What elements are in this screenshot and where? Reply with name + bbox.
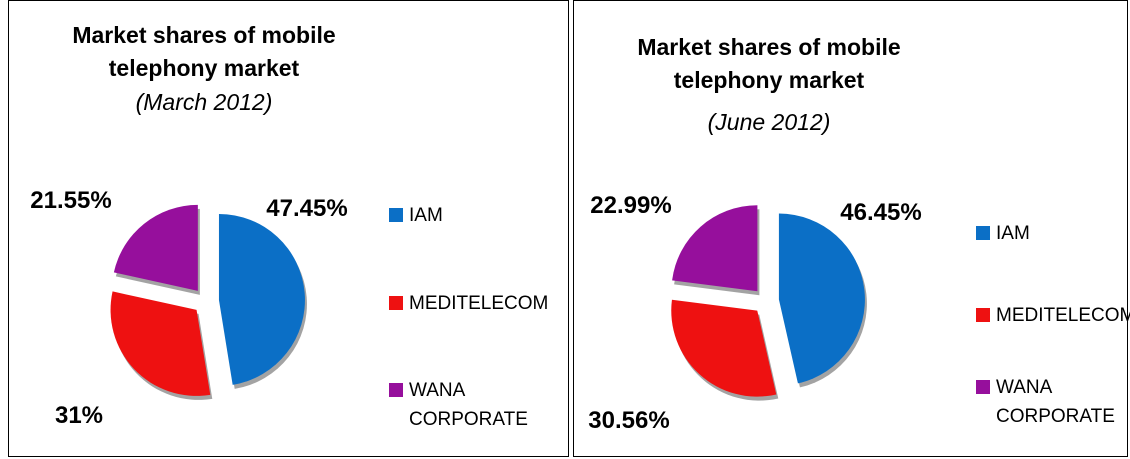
legend-swatch	[976, 226, 990, 240]
chart-title: Market shares of mobile telephony market	[72, 22, 336, 81]
legend-item: WANA CORPORATE	[389, 376, 584, 434]
slice	[110, 291, 211, 396]
legend-label: IAM	[996, 223, 1030, 244]
data-label: 21.55%	[30, 187, 112, 214]
legend-label: WANA CORPORATE	[996, 377, 1115, 427]
chart-subtitle: (June 2012)	[707, 109, 831, 135]
slice	[113, 204, 198, 291]
legend-swatch	[976, 380, 990, 394]
legend-label: IAM	[409, 205, 443, 226]
legend-swatch	[389, 383, 403, 397]
legend-label: MEDITELECOM	[409, 293, 549, 314]
data-label: 30.56%	[588, 407, 670, 434]
data-label: 22.99%	[590, 192, 672, 219]
legend-label: MEDITELECOM	[996, 305, 1130, 326]
data-label: 31%	[54, 402, 104, 429]
legend-swatch	[389, 296, 403, 310]
legend-swatch	[389, 208, 403, 222]
pie	[110, 204, 307, 400]
pie	[671, 205, 867, 401]
legend-item: WANA CORPORATE	[976, 373, 1130, 431]
legend-label: WANA CORPORATE	[409, 380, 528, 430]
slice	[671, 299, 777, 397]
slice	[218, 213, 305, 385]
chart-panel: Market shares of mobile telephony market…	[573, 0, 1130, 457]
legend-item: IAM	[389, 201, 584, 230]
slice	[672, 205, 758, 292]
chart-panel: Market shares of mobile telephony market…	[8, 0, 569, 457]
legend-item: MEDITELECOM	[389, 289, 584, 318]
slice	[778, 213, 865, 384]
data-label: 47.45%	[266, 195, 348, 222]
legend-item: IAM	[976, 219, 1130, 248]
chart-subtitle: (March 2012)	[135, 89, 273, 115]
chart-title: Market shares of mobile telephony market	[637, 34, 901, 93]
legend-swatch	[976, 308, 990, 322]
data-label: 46.45%	[840, 199, 922, 226]
legend-item: MEDITELECOM	[976, 301, 1130, 330]
